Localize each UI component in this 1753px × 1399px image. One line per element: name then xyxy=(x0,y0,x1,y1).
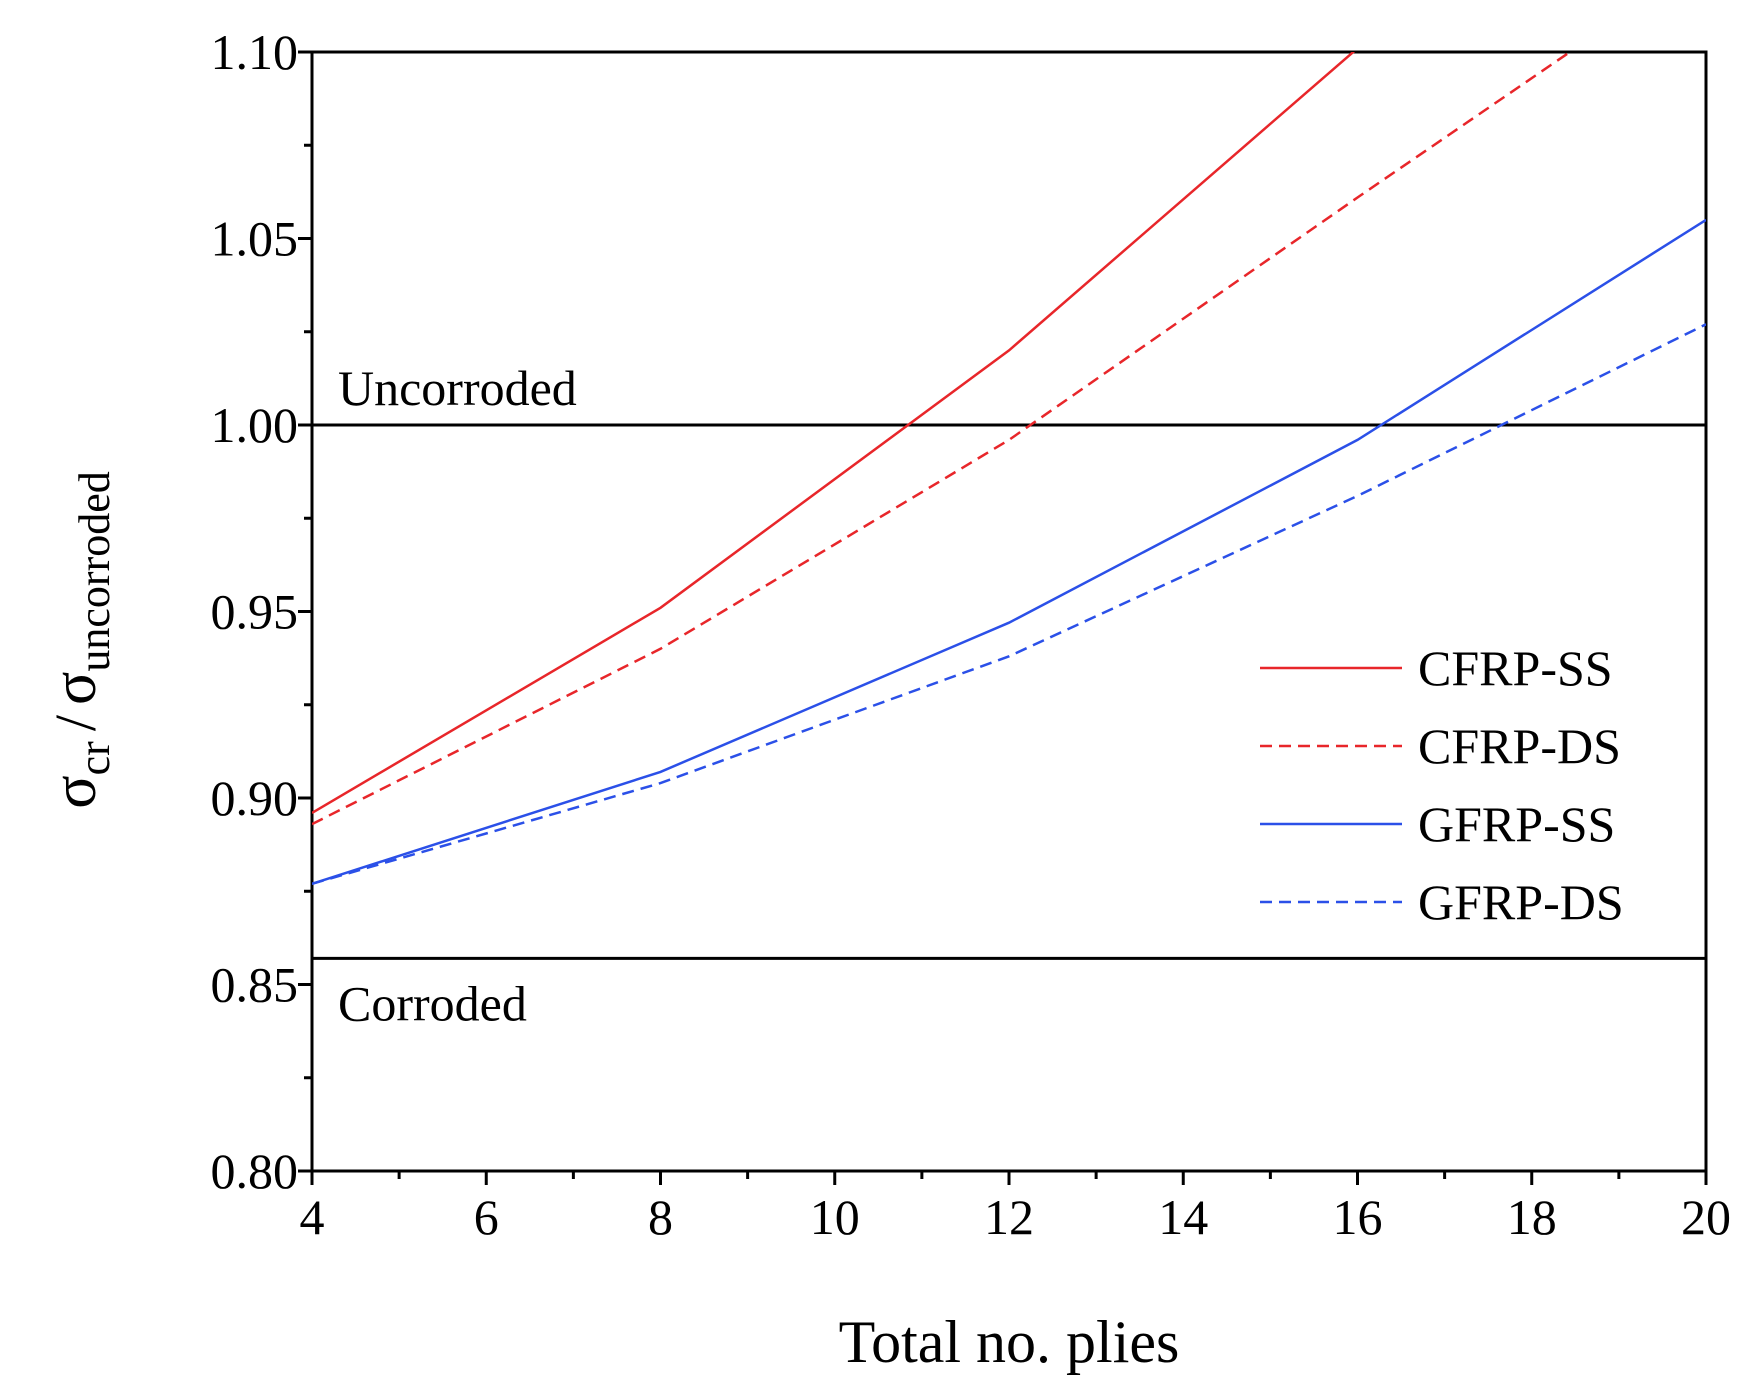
series-line-gfrp-ss xyxy=(312,218,1706,885)
y-tick-label: 0.80 xyxy=(211,1143,299,1199)
series-lines xyxy=(312,52,1706,886)
legend-label-cfrp-ss: CFRP-SS xyxy=(1418,640,1613,696)
legend-label-cfrp-ds: CFRP-DS xyxy=(1418,718,1621,774)
x-tick-label: 12 xyxy=(984,1189,1034,1245)
y-axis-sigma-2: σ xyxy=(41,672,109,705)
y-axis-sub-uncorroded: uncorroded xyxy=(70,471,119,671)
y-tick-label: 0.95 xyxy=(211,584,299,640)
y-axis-title: σcr/σuncorroded xyxy=(41,471,119,809)
series-line-cfrp-ds xyxy=(312,52,1573,826)
series-line-cfrp-ss xyxy=(312,52,1356,814)
legend: CFRP-SS CFRP-DS GFRP-SS GFRP-DS xyxy=(1260,640,1624,930)
x-tick-label: 10 xyxy=(810,1189,860,1245)
y-tick-labels: 0.80 0.85 0.90 0.95 1.00 1.05 1.10 xyxy=(211,24,299,1199)
y-tick-label: 1.00 xyxy=(211,397,299,453)
x-tick-label: 14 xyxy=(1158,1189,1208,1245)
x-tick-label: 16 xyxy=(1333,1189,1383,1245)
y-axis-sigma-1: σ xyxy=(41,775,109,808)
reference-lines: Uncorroded Corroded xyxy=(312,360,1706,1031)
reference-label-uncorroded: Uncorroded xyxy=(338,360,577,416)
svg-text:σcr/σuncorroded: σcr/σuncorroded xyxy=(41,471,119,809)
reference-label-corroded: Corroded xyxy=(338,975,527,1031)
y-tick-label: 0.90 xyxy=(211,770,299,826)
x-tick-labels: 4 6 8 10 12 14 16 18 20 xyxy=(300,1189,1732,1245)
axis-ticks xyxy=(298,50,1708,1185)
series-line-gfrp-ds xyxy=(312,323,1706,886)
x-tick-label: 6 xyxy=(474,1189,499,1245)
y-tick-label: 1.05 xyxy=(211,211,299,267)
y-tick-label: 0.85 xyxy=(211,957,299,1013)
y-tick-label: 1.10 xyxy=(211,24,299,80)
y-axis-slash: / xyxy=(43,714,108,731)
x-axis-title: Total no. plies xyxy=(839,1309,1180,1375)
legend-label-gfrp-ss: GFRP-SS xyxy=(1418,796,1615,852)
y-axis-sub-cr: cr xyxy=(70,741,119,776)
x-tick-label: 20 xyxy=(1681,1189,1731,1245)
x-tick-label: 18 xyxy=(1507,1189,1557,1245)
legend-label-gfrp-ds: GFRP-DS xyxy=(1418,874,1624,930)
x-tick-label: 8 xyxy=(648,1189,673,1245)
x-tick-label: 4 xyxy=(300,1189,325,1245)
